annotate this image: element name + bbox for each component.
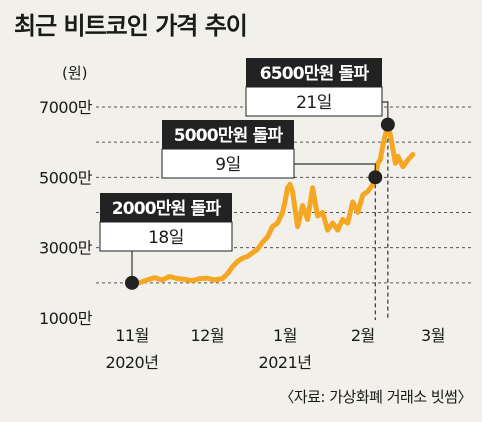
callout-value-bg (99, 221, 233, 252)
callout-value: 18일 (148, 228, 184, 248)
x-tick-sublabel: 2021년 (259, 353, 312, 372)
callout-header-bg (100, 193, 232, 222)
chart-title: 최근 비트코인 가격 추이 (14, 12, 248, 40)
y-tick-label: 7000만 (39, 98, 93, 117)
x-tick-label: 1월 (273, 326, 297, 345)
callout-value: 21일 (296, 93, 332, 113)
callout-value: 9일 (215, 155, 240, 175)
price-line (129, 122, 416, 286)
milestone-marker (380, 117, 395, 132)
milestone-marker (368, 170, 383, 185)
callout-label: 6500만원 돌파 (260, 64, 370, 84)
source-note: 〈자료: 가상화폐 거래소 빗썸〉 (279, 388, 472, 406)
y-tick-label: 3000만 (39, 239, 93, 258)
callout-label: 2000만원 돌파 (112, 199, 222, 219)
annotation-callout: 5000만원 돌파 9일 (161, 120, 376, 179)
callout-header-bg (162, 120, 294, 149)
y-tick-label: 1000만 (39, 309, 93, 328)
milestone-marker (125, 275, 139, 290)
annotation-callout: 2000만원 돌파 18일 (99, 193, 233, 283)
y-axis-unit: (원) (62, 64, 88, 82)
callout-value-bg (161, 148, 295, 179)
callout-leader (382, 101, 389, 125)
annotation-callout: 6500만원 돌파 21일 (245, 58, 389, 125)
callout-value-bg (245, 86, 383, 117)
x-tick-label: 3월 (421, 326, 445, 345)
x-tick-label: 2월 (351, 326, 375, 345)
callout-header-bg (246, 58, 382, 87)
callout-leader (294, 163, 376, 178)
x-tick-label: 11월 (115, 326, 149, 345)
x-tick-sublabel: 2020년 (106, 353, 159, 372)
callout-label: 5000만원 돌파 (174, 126, 284, 146)
y-tick-label: 5000만 (39, 168, 93, 187)
x-tick-label: 12월 (190, 326, 224, 345)
